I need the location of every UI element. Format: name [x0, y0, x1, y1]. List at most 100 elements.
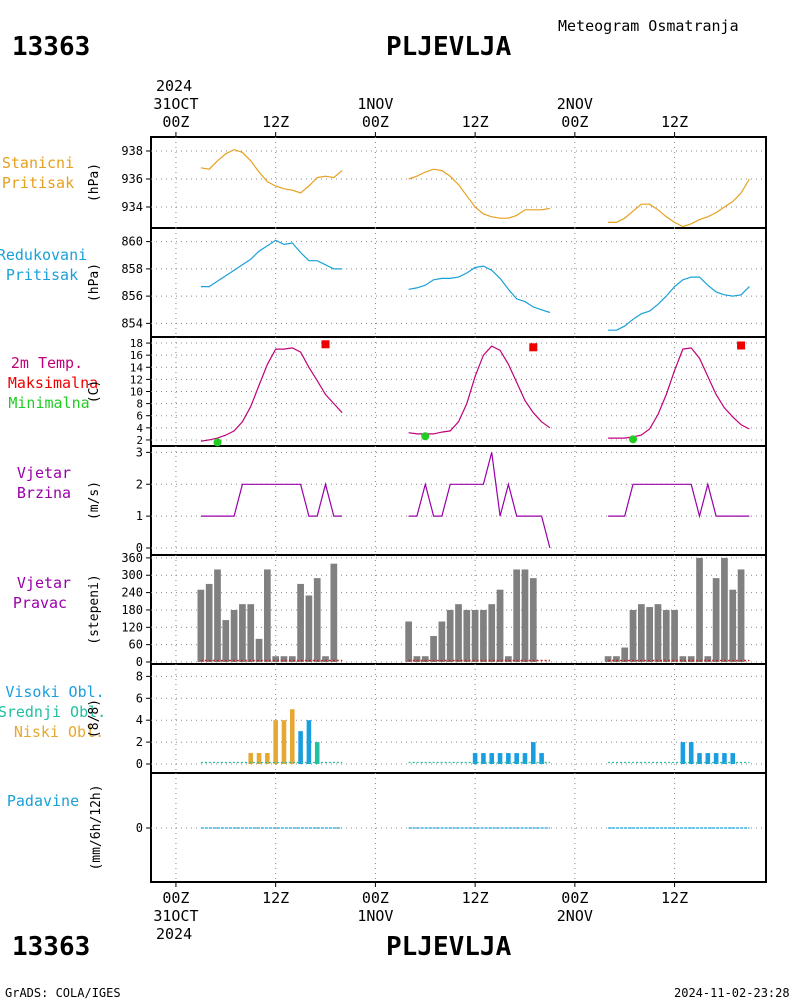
- pressure-ytick-label: 936: [121, 172, 143, 186]
- temp-label-1: 2m Temp.: [11, 354, 83, 372]
- date-label-bottom: 2NOV: [557, 907, 593, 925]
- bottom-year: 2024: [156, 925, 192, 943]
- winddir-bar: [704, 656, 712, 662]
- windspeed-ytick-label: 0: [136, 541, 143, 555]
- winddir-bar: [529, 578, 537, 662]
- temp-series-line: [200, 347, 343, 442]
- plot-frame: [150, 136, 767, 883]
- pressure-label-2: Pritisak: [2, 174, 74, 192]
- clouds-ytick-label: 8: [136, 669, 143, 683]
- winddir-bar: [480, 609, 487, 662]
- winddir-bar: [488, 604, 496, 662]
- winddir-ytick-label: 180: [121, 603, 143, 617]
- winddir-bar: [505, 656, 512, 662]
- temp-ytick-label: 10: [130, 386, 143, 399]
- time-label-bottom: 12Z: [661, 889, 688, 907]
- windspeed-ytick-label: 1: [136, 509, 143, 523]
- date-label-bottom: 31OCT: [153, 907, 198, 925]
- winddir-bar: [679, 656, 687, 662]
- temp-max-marker: [737, 341, 746, 350]
- reduced-unit-label: (hPa): [87, 263, 102, 302]
- winddir-bar: [405, 621, 412, 662]
- winddir-label-1: Vjetar: [17, 574, 71, 592]
- winddir-bar: [696, 557, 703, 662]
- reduced-label-2: Pritisak: [6, 266, 78, 284]
- cloud-high-bar: [713, 753, 719, 764]
- temp-unit-label: (C): [87, 380, 102, 403]
- date-label-top: 2NOV: [557, 95, 593, 113]
- winddir-bar: [446, 609, 454, 662]
- cloud-high-bar: [298, 731, 303, 764]
- cloud-high-bar: [522, 753, 528, 764]
- cloud-high-bar: [539, 753, 544, 764]
- temp-ytick-label: 8: [136, 398, 143, 411]
- cloud-mid-bar: [314, 742, 320, 764]
- temp-ytick-label: 18: [130, 337, 143, 350]
- winddir-bar: [613, 656, 620, 662]
- cloud-high-bar: [531, 742, 536, 764]
- cloud-high-bar: [489, 753, 495, 764]
- windspeed-ytick-label: 3: [136, 445, 143, 459]
- temp-ytick-label: 4: [136, 422, 143, 435]
- winddir-bar: [263, 569, 271, 662]
- winddir-bar: [496, 589, 504, 662]
- cloud-high-bar: [514, 753, 519, 764]
- plot-layer: 938936934(hPa)860858856854(hPa)181614121…: [87, 95, 767, 925]
- precip-ytick-label: 0: [136, 821, 143, 835]
- temp-series-line: [408, 345, 551, 435]
- time-label-bottom: 12Z: [462, 889, 489, 907]
- winddir-bar: [646, 607, 654, 662]
- clouds-ytick-label: 0: [136, 757, 143, 771]
- time-label-top: 12Z: [661, 113, 688, 131]
- temp-label-min: Minimalna: [8, 394, 89, 412]
- winddir-bar: [671, 609, 678, 662]
- winddir-bar: [521, 569, 529, 662]
- date-label-top: 31OCT: [153, 95, 198, 113]
- station-name-top: PLJEVLJA: [386, 32, 512, 62]
- temp-ytick-label: 6: [136, 410, 143, 423]
- cloud-high-bar: [697, 753, 702, 764]
- windspeed-ytick-label: 2: [136, 477, 143, 491]
- winddir-bar: [513, 569, 521, 662]
- winddir-bar: [413, 656, 421, 662]
- reduced-ytick-label: 856: [121, 289, 143, 303]
- cloud-low-bar: [289, 709, 295, 764]
- temp-ytick-label: 2: [136, 434, 143, 447]
- winddir-label-2: Pravac: [13, 594, 67, 612]
- winddir-bar: [629, 609, 637, 662]
- winddir-unit-label: (stepeni): [87, 574, 102, 644]
- time-label-bottom: 00Z: [162, 889, 189, 907]
- top-year: 2024: [156, 77, 192, 95]
- reduced-series-line: [200, 239, 343, 288]
- winddir-bar: [305, 595, 313, 662]
- cloud-high-bar: [506, 753, 511, 764]
- temp-label-max: Maksimalna: [8, 374, 98, 392]
- temp-max-marker: [529, 343, 538, 352]
- clouds-label-low: Niski Obl.: [14, 723, 104, 741]
- winddir-bar: [230, 609, 238, 662]
- label-reduced: Redukovani Pritisak: [0, 246, 87, 284]
- cloud-high-bar: [680, 742, 686, 764]
- cloud-high-bar: [306, 720, 312, 764]
- cloud-high-bar: [688, 742, 694, 764]
- winddir-bar: [471, 609, 479, 662]
- winddir-bar: [222, 620, 230, 662]
- time-label-bottom: 12Z: [262, 889, 289, 907]
- label-winddir: Vjetar Pravac: [13, 574, 71, 612]
- winddir-bar: [463, 609, 471, 662]
- label-precip: Padavine: [7, 792, 79, 810]
- reduced-ytick-label: 860: [121, 235, 143, 249]
- pressure-series-line: [200, 148, 343, 194]
- date-label-top: 1NOV: [357, 95, 393, 113]
- label-temp: 2m Temp. Maksimalna Minimalna: [8, 354, 98, 412]
- label-clouds: Visoki Obl. Srednji Obl. Niski Obl.: [0, 683, 106, 741]
- winddir-bar: [322, 656, 329, 662]
- winddir-ytick-label: 240: [121, 586, 143, 600]
- clouds-label-mid: Srednji Obl.: [0, 703, 106, 721]
- windspeed-series-line: [408, 452, 551, 549]
- label-windspeed: Vjetar Brzina: [17, 464, 71, 502]
- time-label-bottom: 00Z: [561, 889, 588, 907]
- winddir-ytick-label: 300: [121, 568, 143, 582]
- time-label-top: 12Z: [462, 113, 489, 131]
- pressure-ytick-label: 938: [121, 144, 143, 158]
